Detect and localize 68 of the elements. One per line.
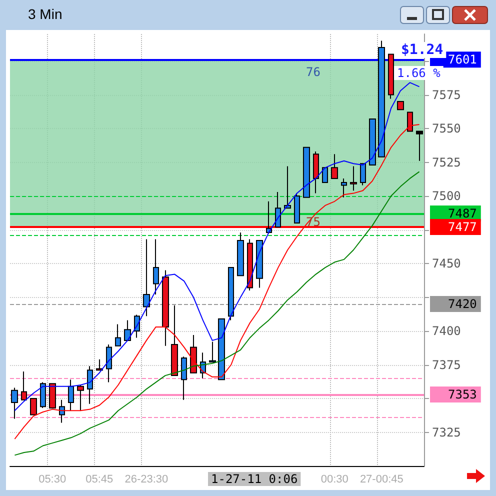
x-tick-label: 05:45 [86,474,114,486]
candlestick [96,358,103,371]
candlestick [106,344,112,383]
candlestick [115,324,121,346]
line-series [14,171,420,456]
candlestick [49,383,56,408]
candlestick [313,150,319,194]
candlestick [416,130,423,162]
candlestick [294,192,300,224]
x-tick-label: 26-23:30 [124,474,168,486]
ref-line-label: 7477 [448,220,477,234]
candlestick [77,384,84,412]
candlestick [40,382,46,408]
y-tick-label: 7575 [432,88,461,102]
candlestick [228,267,234,321]
ref-line-label: 7601 [448,52,477,67]
chart-title: 3 Min [28,6,62,22]
candlestick [388,54,394,100]
annotation: 76 [306,65,320,79]
candlestick [218,318,225,380]
x-tick-label: 05:30 [38,474,66,486]
y-tick-label: 7525 [432,155,461,170]
line-series [14,82,420,412]
y-tick-label: 7375 [432,358,461,372]
candlestick [360,163,366,186]
candlestick [30,398,37,416]
candlestick [303,146,310,198]
candlestick [11,387,18,420]
candlestick [369,118,376,166]
annotation: 75 [306,215,320,229]
y-tick-label: 7400 [432,324,461,338]
annotation: 1.66 % [397,66,442,80]
candlestick [275,191,281,228]
candlestick [256,240,263,288]
candlestick [162,270,169,346]
candlestick [322,167,328,183]
candlestick [331,154,338,179]
x-tick-label: 27-00:45 [360,474,404,486]
candlestick [68,379,74,412]
candlestick [247,238,253,291]
x-tick-label: 00:30 [320,474,348,486]
text: 1-27-11 0:06 [211,472,298,486]
line-series [14,124,420,440]
candlestick [153,238,159,296]
ref-line-label: 7487 [448,206,477,221]
ref-line-label: 7420 [448,297,477,311]
candlestick [284,166,291,209]
y-tick-label: 7550 [432,122,461,136]
candlestick [378,40,385,158]
candlestick [237,232,244,276]
candlestick [143,238,150,317]
candlestick [59,399,65,424]
candlestick [407,112,413,132]
candlestick [171,304,178,376]
candlestick [21,371,27,400]
candlestick [124,320,131,341]
y-tick-label: 7450 [432,256,461,270]
candlestick [190,334,197,374]
candlestick [350,166,357,192]
y-tick-label: 7325 [432,425,461,440]
candlestick [87,366,93,404]
candlestick [397,101,404,110]
candlestick [181,356,187,400]
annotation: $1.24 [401,42,444,58]
y-tick-label: 7500 [432,189,461,203]
ref-line-label: 7353 [448,387,477,402]
candlestick [209,341,216,363]
candlestick [341,178,347,198]
